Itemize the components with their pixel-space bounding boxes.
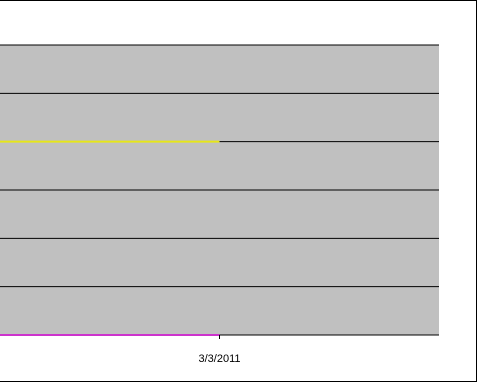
series-layer bbox=[0, 140, 220, 336]
x-tick-label: 3/3/2011 bbox=[198, 353, 240, 365]
x-axis: 3/3/2011 bbox=[198, 335, 241, 365]
